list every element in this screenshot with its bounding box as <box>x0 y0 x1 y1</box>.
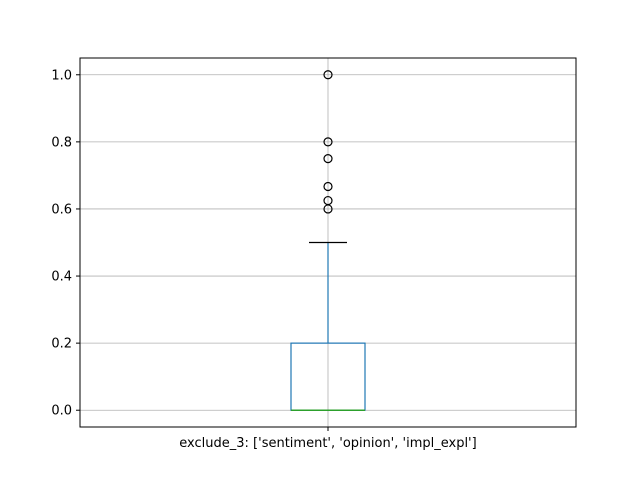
y-tick-label: 1.0 <box>51 68 72 83</box>
x-category-label: exclude_3: ['sentiment', 'opinion', 'imp… <box>179 436 476 451</box>
y-tick-label: 0.6 <box>51 202 72 217</box>
outlier-point <box>323 70 333 80</box>
outlier-point <box>323 154 333 164</box>
outlier-point <box>323 137 333 147</box>
outlier-point <box>323 181 333 192</box>
y-tick-label: 0.0 <box>51 404 72 419</box>
y-tick-label: 0.4 <box>51 270 72 285</box>
y-tick-label: 0.8 <box>51 135 72 150</box>
y-tick-label: 0.2 <box>51 337 72 352</box>
axis-layer: 0.0 0.2 0.4 0.6 0.8 1.0 exclude_3: ['sentiment… <box>51 68 476 451</box>
box-layer <box>290 70 366 411</box>
outlier-point <box>323 195 333 206</box>
